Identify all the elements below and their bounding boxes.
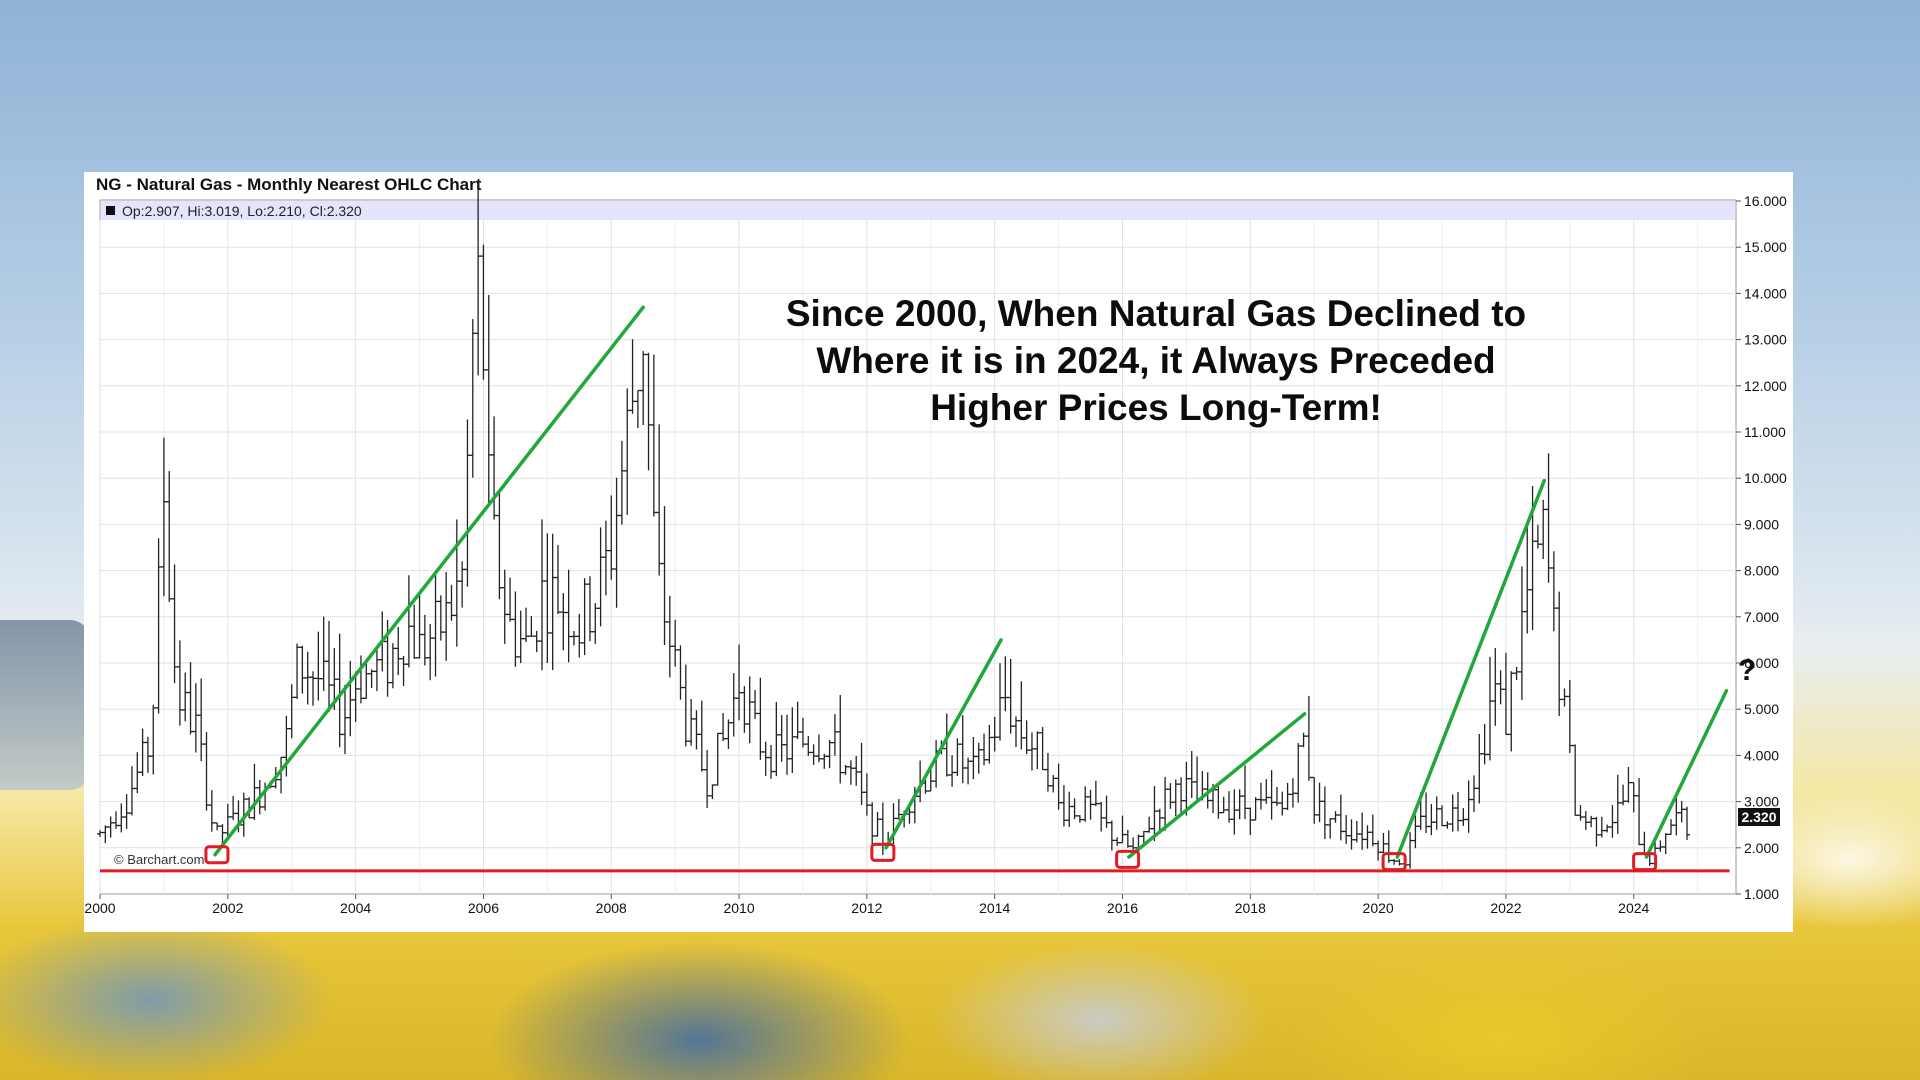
low-marker [1632,852,1658,872]
low-marker [870,842,896,862]
chart-title: NG - Natural Gas - Monthly Nearest OHLC … [96,175,482,194]
y-tick-label: 1.000 [1744,886,1779,902]
y-tick-label: 9.000 [1744,516,1779,532]
x-tick-label: 2014 [979,900,1010,916]
x-axis: 2000 2002 2004 2006 2008 2010 2012 2014 2016 2018… [84,894,1650,916]
credit-text: © Barchart.com [114,852,205,867]
x-tick-label: 2018 [1235,900,1266,916]
trend-line [213,305,645,857]
x-tick-label: 2006 [468,900,499,916]
x-tick-label: 2022 [1490,900,1521,916]
plot-frame [99,199,1737,895]
background-blur-shape [0,620,90,790]
x-tick-label: 2024 [1618,900,1649,916]
legend-text: Op:2.907, Hi:3.019, Lo:2.210, Cl:2.320 [122,203,362,219]
y-tick-label: 16.000 [1744,193,1787,209]
y-tick-label: 11.000 [1744,424,1786,440]
legend-band [101,201,1735,220]
y-tick-label: 14.000 [1744,285,1787,301]
last-price-label: 2.320 [1741,809,1776,825]
low-marker [1115,849,1141,869]
annotation-line-2: Where it is in 2024, it Always Preceded [816,340,1495,381]
chart-panel: NG - Natural Gas - Monthly Nearest OHLC … [84,172,1793,932]
x-tick-label: 2004 [340,900,371,916]
y-tick-label: 4.000 [1744,747,1779,763]
y-tick-label: 5.000 [1744,701,1779,717]
y-tick-label: 2.000 [1744,840,1779,856]
y-tick-label: 8.000 [1744,563,1779,579]
question-mark: ? [1738,654,1756,687]
y-tick-label: 13.000 [1744,332,1787,348]
x-tick-label: 2020 [1363,900,1394,916]
y-axis: 16.000 15.000 14.000 13.000 12.000 11.000 10.0… [1736,193,1787,902]
low-marker [1381,852,1407,872]
last-price-box [1738,808,1780,826]
y-tick-label: 6.000 [1744,655,1779,671]
annotation-line-3: Higher Prices Long-Term! [930,387,1382,428]
annotations-overlay [100,305,1730,873]
ohlc-chart: NG - Natural Gas - Monthly Nearest OHLC … [84,175,1787,916]
trend-line [1395,478,1547,859]
y-tick-label: 7.000 [1744,609,1779,625]
trend-line [1127,712,1307,859]
legend-swatch [106,206,115,215]
trend-line [1644,688,1729,859]
x-tick-label: 2010 [723,900,754,916]
x-tick-label: 2008 [596,900,627,916]
y-tick-label: 15.000 [1744,239,1787,255]
y-tick-label: 3.000 [1744,794,1779,810]
y-tick-label: 12.000 [1744,378,1787,394]
x-tick-label: 2002 [212,900,243,916]
x-tick-label: 2012 [851,900,882,916]
grid [99,220,1736,894]
low-marker [204,845,230,865]
annotation-line-1: Since 2000, When Natural Gas Declined to [786,293,1526,334]
trend-line [884,638,1003,850]
y-tick-label: 10.000 [1744,470,1787,486]
x-tick-label: 2000 [84,900,115,916]
x-tick-label: 2016 [1107,900,1138,916]
